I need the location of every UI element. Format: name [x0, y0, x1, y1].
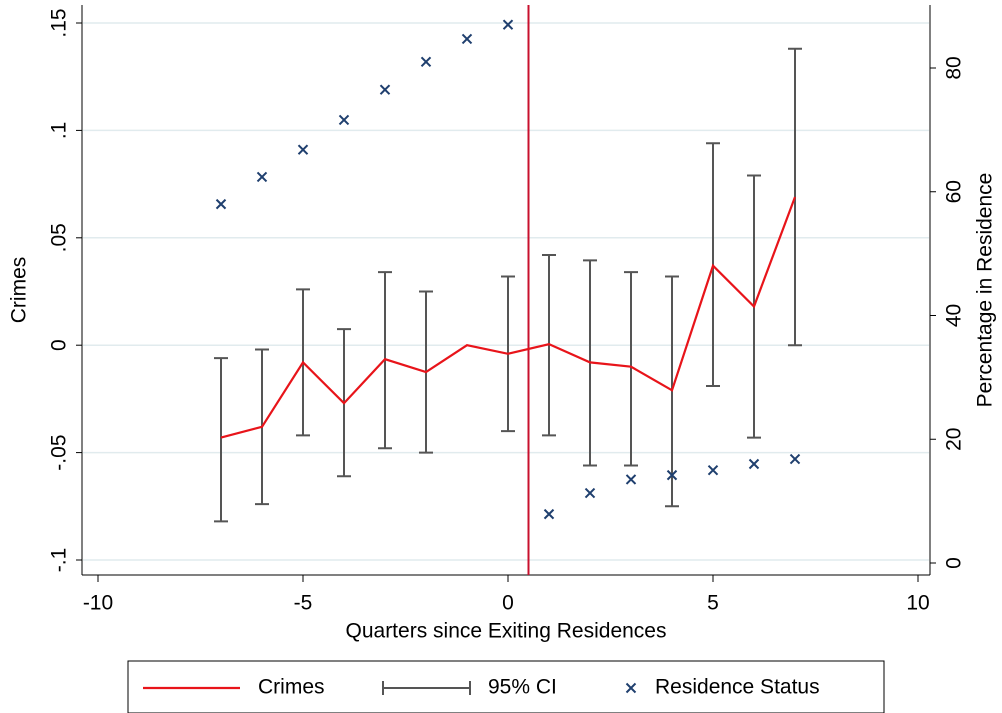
x-tick-label: -5 [294, 592, 313, 615]
marker [502, 19, 514, 30]
y-tick-label: -.1 [48, 548, 71, 573]
legend-label: Residence Status [655, 676, 820, 699]
x-tick-label: 5 [707, 592, 719, 615]
y-tick-label: .1 [48, 122, 71, 140]
y2-tick-label: 60 [943, 180, 966, 203]
marker [666, 469, 678, 481]
marker [420, 56, 432, 68]
x-tick-label: -10 [83, 592, 113, 615]
error-bar [214, 357, 228, 523]
y2-axis-title: Percentage in Residence [974, 173, 997, 408]
x-tick-label: 10 [906, 592, 929, 615]
marker [625, 474, 637, 485]
marker [379, 84, 391, 95]
line [220, 196, 797, 439]
marker [584, 487, 596, 499]
legend: Crimes 95% CI Residence Status [143, 676, 820, 699]
marker [543, 508, 555, 520]
marker [297, 144, 309, 155]
legend-label: 95% CI [488, 676, 557, 699]
y-tick-label: .15 [48, 8, 71, 37]
legend-symbol [382, 681, 471, 695]
y2-tick-label: 20 [943, 428, 966, 451]
legend-label: Crimes [258, 676, 325, 699]
y2-tick-label: 40 [943, 304, 966, 327]
legend-box [127, 660, 885, 713]
y-tick-label: .05 [48, 223, 71, 252]
x-axis-title: Quarters since Exiting Residences [346, 620, 667, 643]
marker [707, 464, 719, 476]
y-tick-label: 0 [48, 339, 71, 351]
marker [461, 33, 473, 45]
y2-tick-label: 0 [943, 557, 966, 569]
y-tick-label: -.05 [48, 435, 71, 471]
x-tick-label: 0 [502, 592, 514, 615]
legend-symbol [625, 682, 637, 694]
marker [338, 114, 350, 126]
error-bar [624, 271, 638, 467]
marker [789, 453, 801, 465]
marker [748, 458, 760, 470]
marker [256, 171, 268, 183]
y-axis-title: Crimes [8, 257, 31, 324]
y2-tick-label: 80 [943, 56, 966, 79]
marker [215, 198, 227, 210]
